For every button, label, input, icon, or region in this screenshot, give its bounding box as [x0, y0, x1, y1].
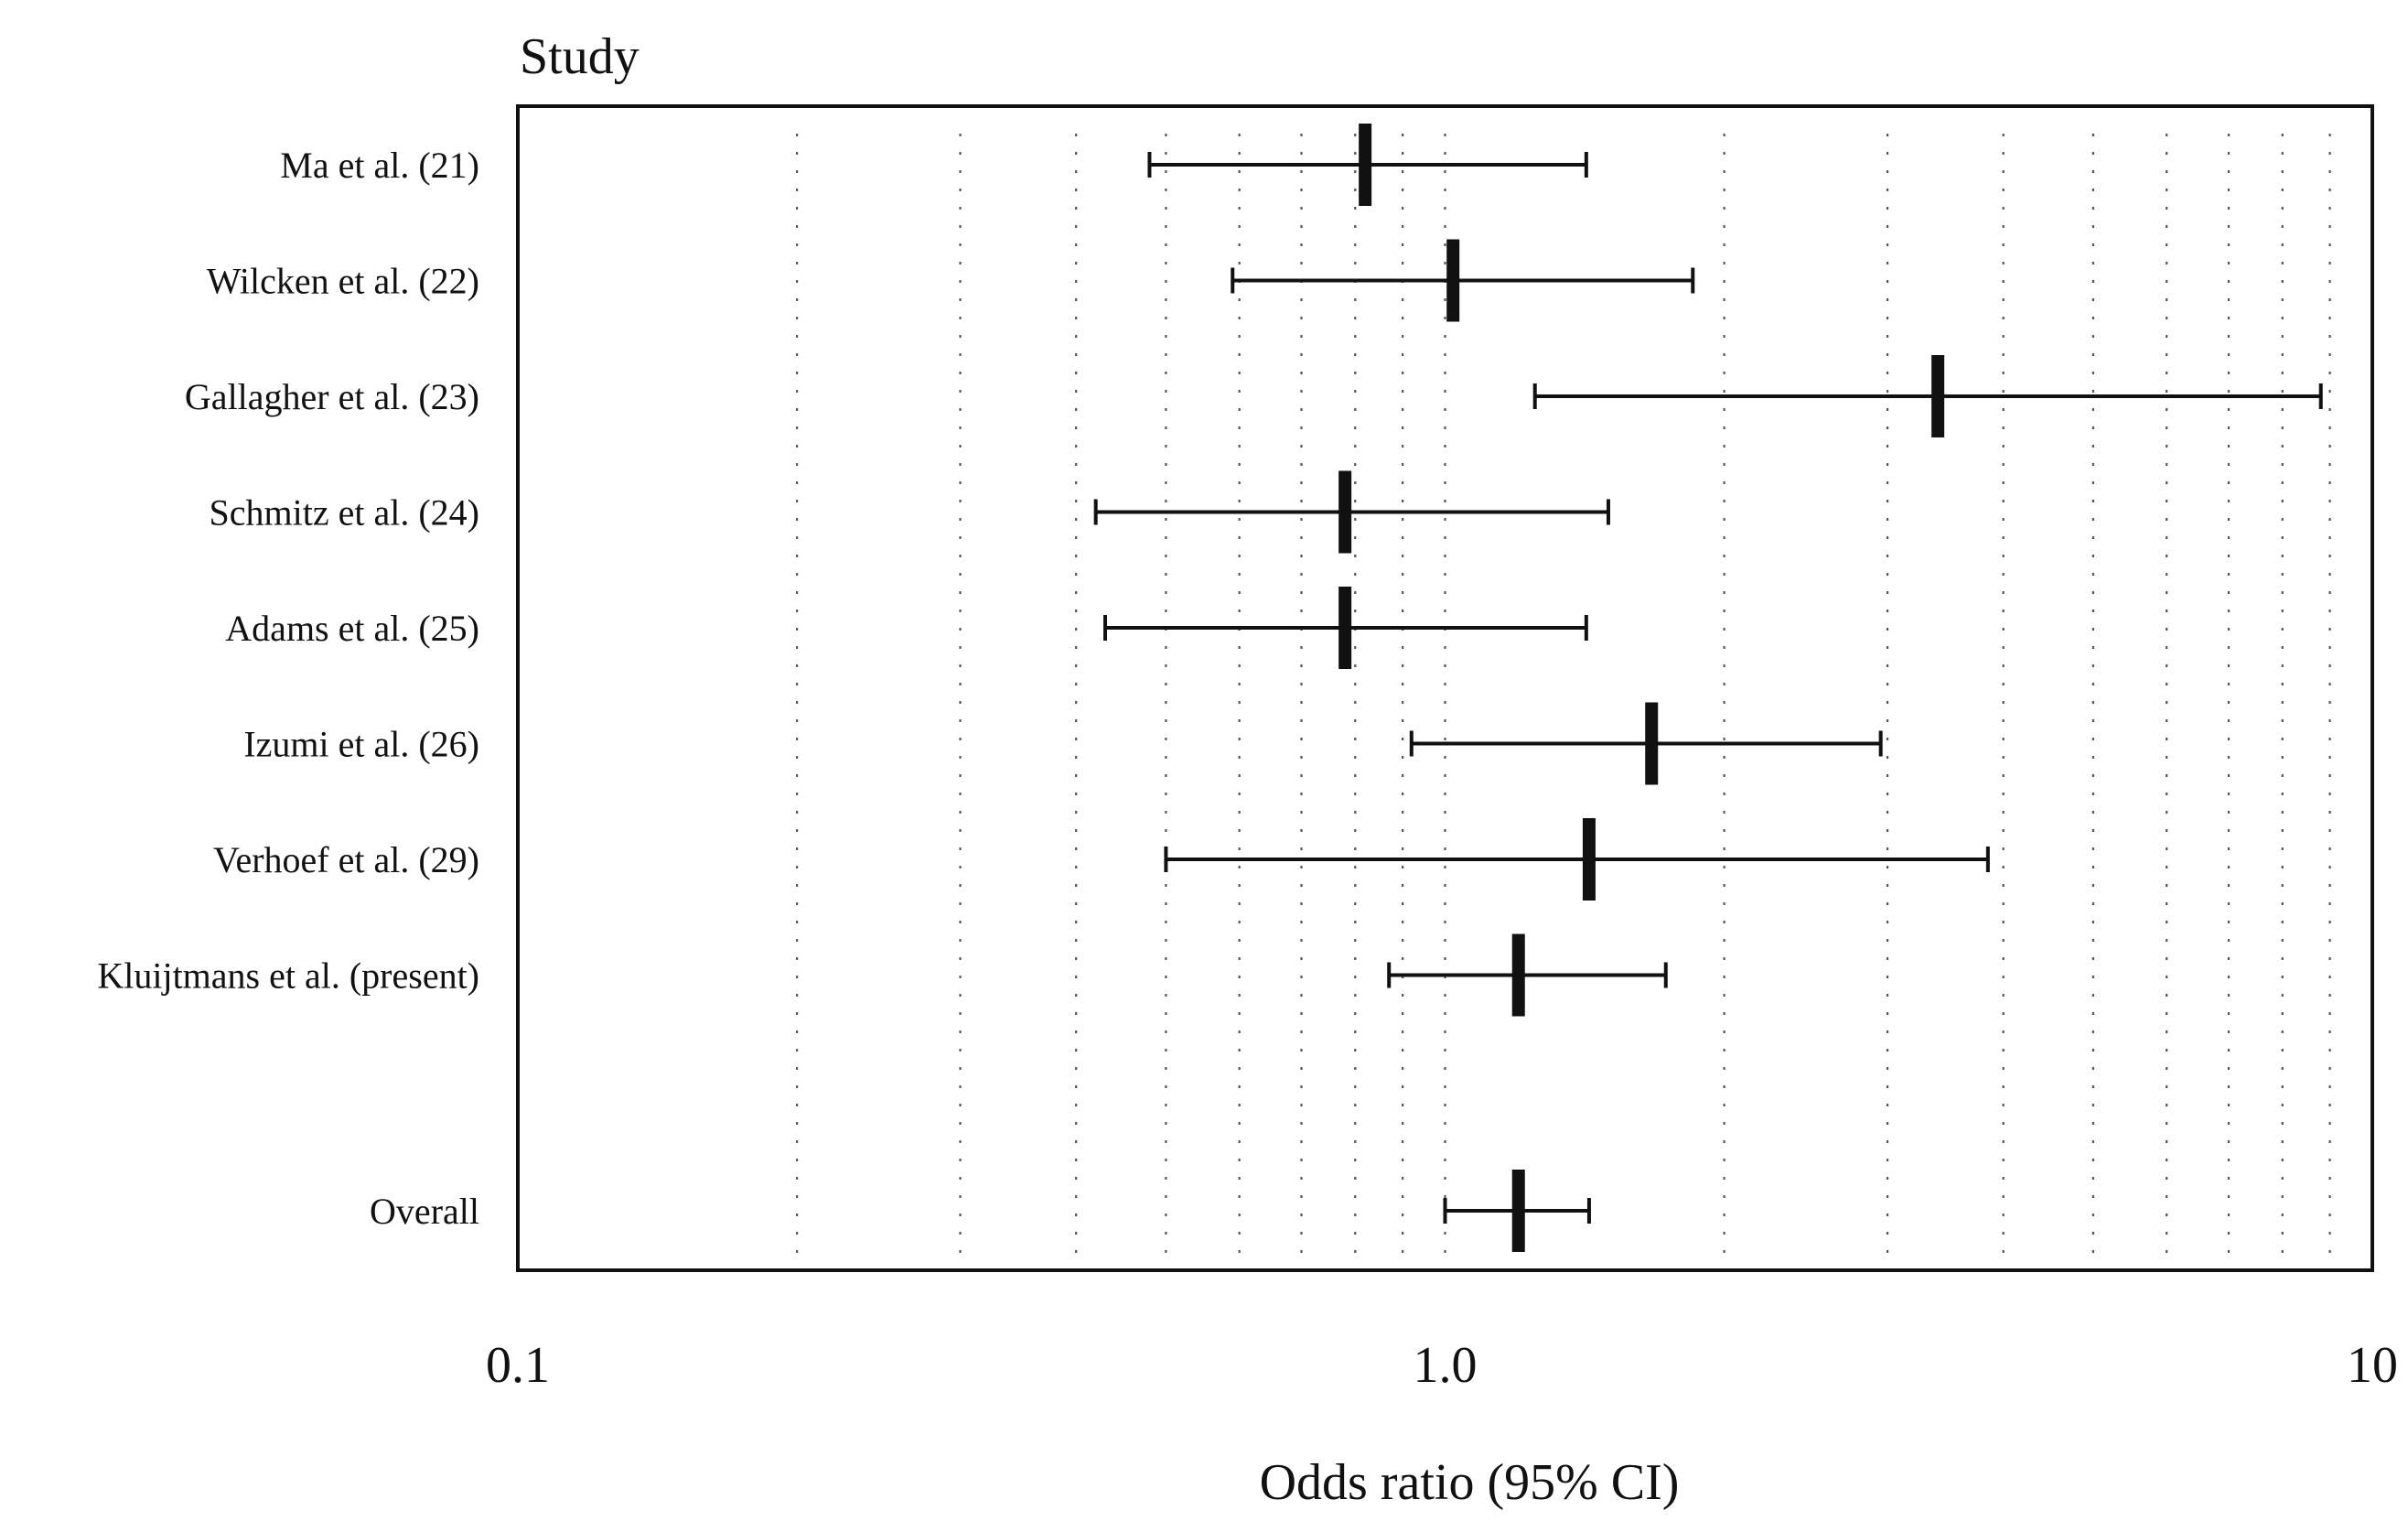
- study-label: Ma et al. (21): [280, 145, 479, 186]
- x-tick-label: 1.0: [1414, 1337, 1478, 1394]
- study-row: Gallagher et al. (23): [185, 355, 2323, 437]
- overall-row: Overall: [370, 1170, 1591, 1252]
- point-estimate-marker: [1359, 124, 1372, 206]
- study-label: Izumi et al. (26): [243, 724, 479, 765]
- study-row: Verhoef et al. (29): [213, 818, 1990, 901]
- study-label: Adams et al. (25): [225, 608, 479, 649]
- x-tick-label: 10: [2347, 1337, 2398, 1394]
- study-row: Schmitz et al. (24): [210, 470, 1610, 554]
- point-estimate-marker: [1931, 355, 1945, 437]
- overall-label: Overall: [370, 1191, 479, 1232]
- study-row: Wilcken et al. (22): [207, 239, 1695, 322]
- study-row: Ma et al. (21): [280, 124, 1588, 206]
- point-estimate-marker: [1511, 1170, 1525, 1252]
- point-estimate-marker: [1511, 933, 1525, 1017]
- x-axis-tick-labels: 0.1 1.0 10: [486, 1337, 2398, 1394]
- point-estimate-marker: [1338, 587, 1352, 669]
- plot-frame: [516, 104, 2374, 1272]
- study-label: Verhoef et al. (29): [213, 839, 479, 880]
- x-axis-label: Odds ratio (95% CI): [1260, 1454, 1680, 1511]
- study-label: Wilcken et al. (22): [207, 261, 479, 302]
- x-tick-label: 0.1: [486, 1337, 550, 1394]
- point-estimate-marker: [1338, 470, 1352, 554]
- study-label: Kluijtmans et al. (present): [97, 955, 479, 997]
- study-row: Adams et al. (25): [225, 587, 1588, 669]
- study-label: Gallagher et al. (23): [185, 376, 479, 417]
- study-rows: Ma et al. (21) Wilcken et al. (22) Gallagh…: [97, 124, 2323, 1252]
- study-label: Schmitz et al. (24): [210, 492, 479, 534]
- point-estimate-marker: [1446, 239, 1460, 322]
- gridlines: [795, 134, 2331, 1261]
- study-row: Kluijtmans et al. (present): [97, 933, 1668, 1017]
- study-row: Izumi et al. (26): [243, 702, 1883, 785]
- column-header: Study: [520, 28, 640, 85]
- point-estimate-marker: [1645, 702, 1659, 785]
- point-estimate-marker: [1582, 818, 1596, 901]
